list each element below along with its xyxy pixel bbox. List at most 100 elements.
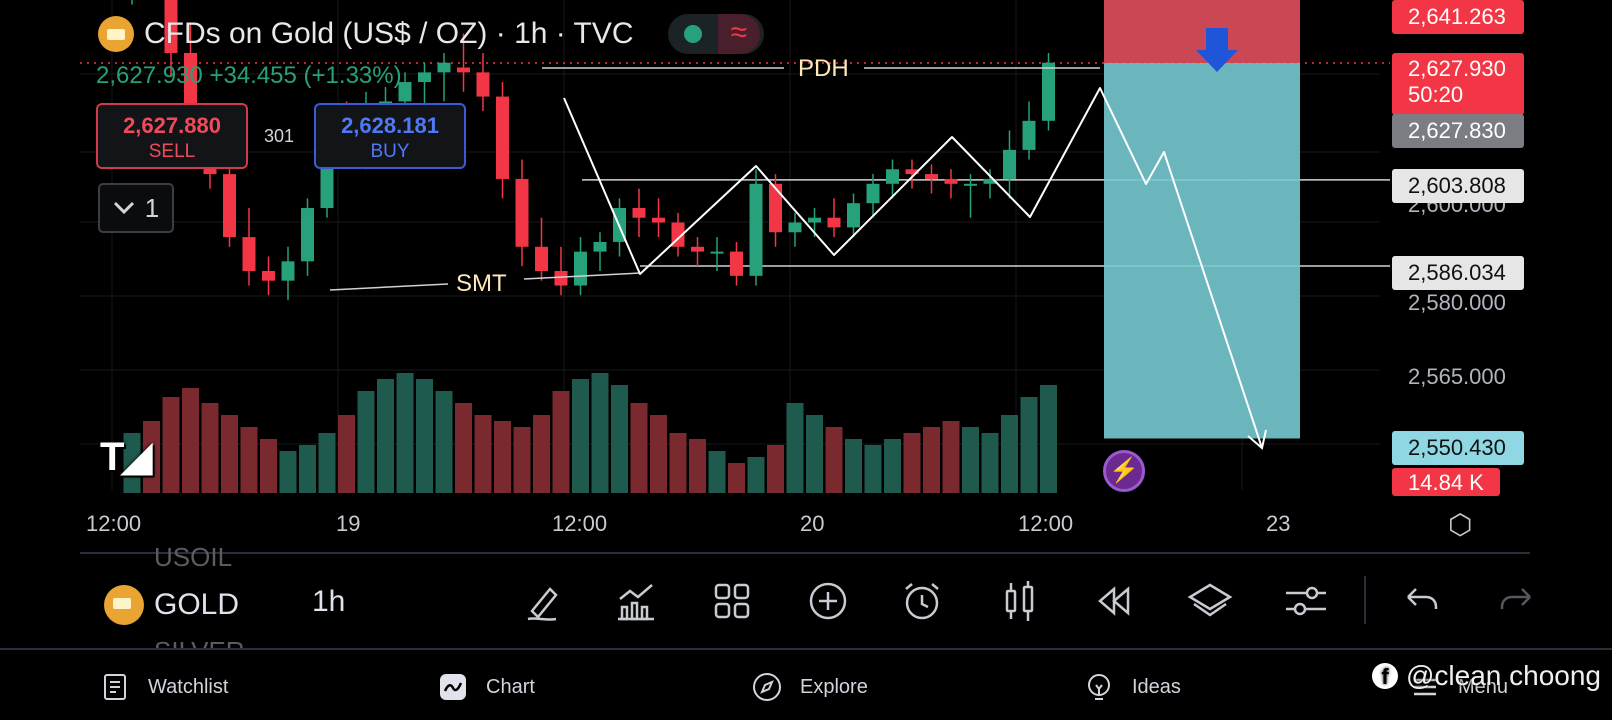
nav-label: Watchlist (148, 675, 229, 698)
volume-bar (162, 397, 180, 493)
volume-bar (513, 427, 531, 493)
lightning-icon[interactable]: ⚡ (1103, 450, 1145, 492)
chart-icon (440, 674, 466, 700)
bar-countdown: 50:20 (1408, 82, 1464, 107)
candle-body (164, 0, 178, 53)
pdh-label: PDH (798, 55, 849, 82)
candle-body (769, 183, 782, 233)
volume-bar (806, 415, 823, 493)
volume-bar (279, 451, 297, 493)
bottom-nav: Watchlist Chart Explore Ideas Menu (0, 648, 1612, 720)
change-value: +34.455 (+1.33%) (209, 62, 402, 89)
last-price-tag-value: 2,627.930 (1408, 56, 1506, 81)
candle-body (535, 246, 548, 272)
candle-body (554, 271, 568, 286)
facebook-icon: f (1372, 663, 1398, 689)
candle-body (281, 261, 295, 281)
chart-header[interactable]: CFDs on Gold (US$ / OZ) · 1h · TVC (98, 16, 634, 52)
settings-sliders-icon[interactable] (1282, 577, 1330, 625)
watermark-text: @clean choong (1406, 660, 1602, 691)
projection-arrowhead (1247, 429, 1267, 450)
x-axis-label: 19 (336, 511, 361, 536)
sell-price: 2,627.880 (123, 113, 221, 138)
volume-bar (240, 427, 258, 493)
volume-bar (416, 379, 433, 493)
alarm-icon[interactable] (898, 577, 946, 625)
candle-body (925, 174, 938, 179)
lightbulb-icon (1088, 674, 1110, 700)
interval-selector[interactable]: 1h (312, 585, 346, 618)
nav-label: Ideas (1132, 675, 1181, 698)
symbol-selector[interactable]: GOLD (104, 585, 239, 625)
volume-bar (143, 421, 160, 493)
candle-body (223, 174, 236, 238)
candle-body (515, 178, 529, 247)
volume-bar (201, 403, 219, 493)
volume-bars (123, 373, 1057, 493)
volume-bar (299, 445, 316, 493)
sell-label: SELL (148, 141, 196, 162)
y-axis-label: 2,565.000 (1408, 364, 1506, 389)
add-icon[interactable] (804, 577, 852, 625)
market-open-icon (684, 25, 702, 43)
candle-body (749, 183, 763, 276)
candle-body (398, 82, 412, 102)
quantity-value: 1 (144, 192, 160, 223)
chart-settings-icon[interactable]: ⬡ (1448, 509, 1473, 540)
nav-chart[interactable]: Chart (438, 672, 535, 702)
smt-line (329, 283, 449, 291)
candle-body (730, 251, 743, 276)
candle-body (905, 169, 919, 175)
volume-bar (1001, 415, 1018, 493)
price-tag-top: 2,641.263 (1392, 0, 1524, 34)
take-profit-zone (1104, 63, 1300, 439)
volume-bar (630, 403, 648, 493)
x-axis-label: 20 (800, 511, 825, 536)
candle-body (983, 178, 997, 184)
volume-bar (825, 427, 843, 493)
market-status-pill[interactable]: ≈ (668, 14, 764, 54)
volume-bar (494, 421, 511, 493)
volume-bar (786, 403, 804, 493)
menu-icon (1414, 678, 1436, 696)
indicators-icon[interactable] (612, 577, 660, 625)
nav-watchlist[interactable]: Watchlist (100, 672, 228, 702)
candles-icon[interactable] (996, 577, 1044, 625)
gold-coin-icon (104, 585, 144, 625)
prev-symbol[interactable]: USOIL (154, 542, 233, 572)
redo-icon[interactable] (1494, 577, 1534, 625)
nav-menu[interactable]: Menu (1410, 672, 1508, 702)
toolbar-separator (1364, 576, 1366, 624)
watchlist-icon (104, 674, 126, 700)
replay-icon[interactable] (1090, 577, 1138, 625)
smt-label: SMT (456, 270, 507, 297)
x-axis-label: 12:00 (552, 511, 608, 536)
candle-body (964, 183, 977, 186)
candle-body (301, 208, 314, 262)
layers-icon[interactable] (1186, 577, 1234, 625)
gold-coin-icon (98, 16, 134, 52)
volume-bar (923, 427, 940, 493)
volume-bar (221, 415, 238, 493)
grid-icon[interactable] (708, 577, 756, 625)
nav-ideas[interactable]: Ideas (1084, 672, 1181, 702)
candle-body (866, 183, 880, 204)
projection-path (563, 87, 1263, 449)
y-axis-label: 2,580.000 (1408, 290, 1506, 315)
volume-bar (1020, 397, 1038, 493)
quantity-dropdown[interactable]: 1 (98, 183, 174, 233)
buy-button[interactable]: 2,628.181 BUY (314, 103, 466, 169)
price-tag-target: 2,550.430 (1392, 431, 1524, 465)
sell-button[interactable]: 2,627.880 SELL (96, 103, 248, 169)
last-price: 2,627.930 (96, 62, 203, 89)
pencil-icon[interactable] (518, 577, 566, 625)
buy-label: BUY (370, 141, 410, 162)
undo-icon[interactable] (1396, 577, 1444, 625)
watermark: f @clean choong (1372, 660, 1601, 692)
symbol-title[interactable]: CFDs on Gold (US$ / OZ) · 1h · TVC (144, 17, 634, 50)
nav-explore[interactable]: Explore (752, 672, 868, 702)
volume-bar (884, 439, 901, 493)
symbol-name: GOLD (154, 588, 240, 621)
candle-body (574, 251, 587, 286)
volume-bar (455, 403, 472, 493)
